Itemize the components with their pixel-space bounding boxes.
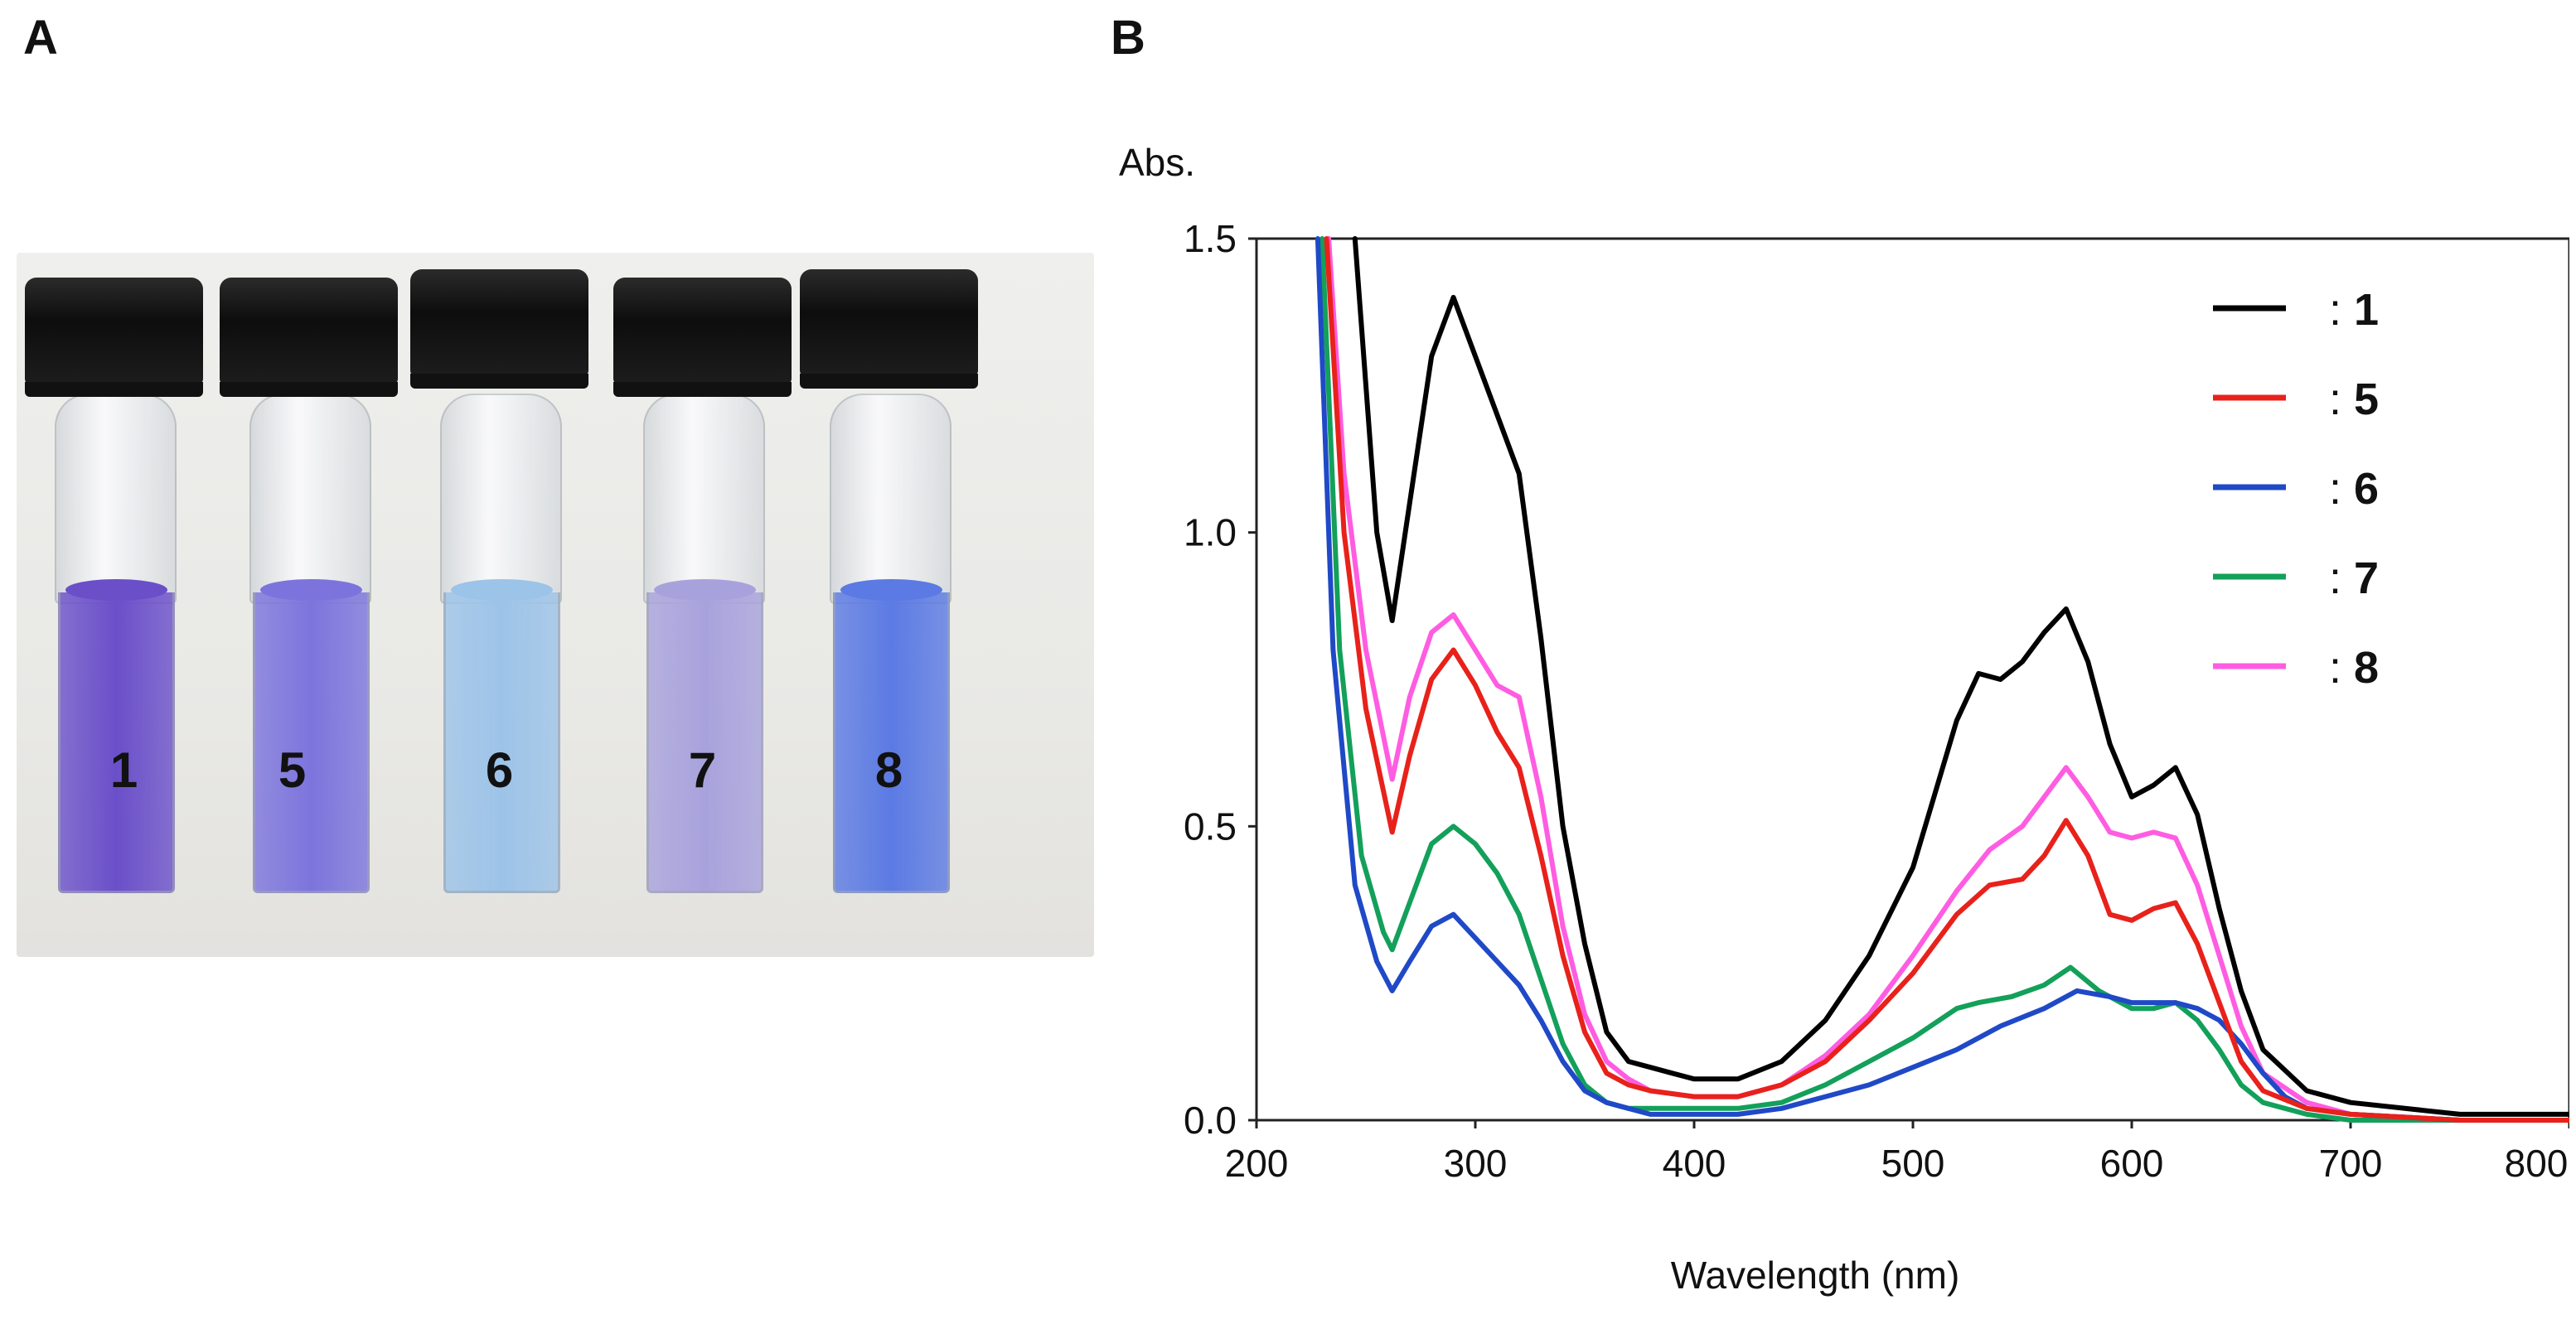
vial-solution: [646, 579, 763, 893]
vial-cap: [613, 278, 792, 397]
vial-meniscus: [654, 579, 756, 601]
y-tick-label: 0.5: [1184, 805, 1237, 848]
x-tick-label: 700: [2319, 1142, 2383, 1185]
x-tick-label: 500: [1881, 1142, 1945, 1185]
vial-label-8: 8: [874, 742, 903, 798]
series-lines: [1315, 236, 2569, 1123]
axis-ticks: 200 300 400 500 600 700 800 0.0 0.5 1.0 1.5: [1184, 217, 2569, 1185]
vial-7: [613, 253, 792, 957]
x-axis-label: Wavelength (nm): [1671, 1254, 1960, 1297]
absorbance-chart: Abs. Wavelength (nm) 200 300 400 500 600 700 8…: [1119, 141, 2569, 1297]
x-tick-label: 300: [1444, 1142, 1508, 1185]
vial-meniscus: [65, 579, 167, 601]
vial-cap: [410, 269, 588, 389]
vial-neck: [249, 394, 371, 604]
vial-solution: [833, 579, 950, 893]
vial-1: [25, 253, 203, 957]
legend-label-8: : 8: [2329, 643, 2379, 693]
series-line-6: [1315, 236, 2569, 1123]
vial-5: [220, 253, 398, 957]
vials-photo: [17, 253, 1094, 957]
vial-neck: [55, 394, 177, 604]
x-tick-label: 400: [1663, 1142, 1726, 1185]
legend-label-7: : 7: [2329, 553, 2379, 603]
vial-solution: [58, 579, 175, 893]
vial-label-1: 1: [109, 742, 138, 798]
vial-label-7: 7: [688, 742, 717, 798]
legend-label-1: : 1: [2329, 285, 2379, 335]
x-tick-label: 200: [1225, 1142, 1289, 1185]
vial-label-6: 6: [485, 742, 514, 798]
vial-8: [800, 253, 978, 957]
vial-cap: [800, 269, 978, 389]
panel-b-label: B: [1111, 11, 1145, 65]
legend: : 1 : 5 : 6 : 7 : 8: [2213, 285, 2379, 693]
y-axis-label: Abs.: [1119, 141, 1195, 184]
vial-label-5: 5: [278, 742, 307, 798]
vial-6: [410, 253, 588, 957]
vial-cap: [25, 278, 203, 397]
series-line-8: [1326, 236, 2569, 1123]
y-tick-label: 1.0: [1184, 511, 1237, 554]
vial-solution: [253, 579, 370, 893]
panel-a-label: A: [23, 11, 58, 65]
series-line-1: [1352, 236, 2569, 1117]
vial-meniscus: [260, 579, 362, 601]
y-tick-label: 1.5: [1184, 217, 1237, 260]
x-tick-label: 600: [2100, 1142, 2164, 1185]
series-line-5: [1324, 236, 2569, 1123]
vial-cap: [220, 278, 398, 397]
vial-neck: [643, 394, 765, 604]
vial-solution: [443, 579, 560, 893]
series-line-7: [1319, 236, 2569, 1123]
y-tick-label: 0.0: [1184, 1099, 1237, 1142]
x-tick-label: 800: [2505, 1142, 2569, 1185]
vial-neck: [830, 394, 951, 604]
vial-meniscus: [451, 579, 553, 601]
legend-label-6: : 6: [2329, 464, 2379, 514]
vial-neck: [440, 394, 562, 604]
legend-label-5: : 5: [2329, 374, 2379, 424]
vial-meniscus: [840, 579, 942, 601]
